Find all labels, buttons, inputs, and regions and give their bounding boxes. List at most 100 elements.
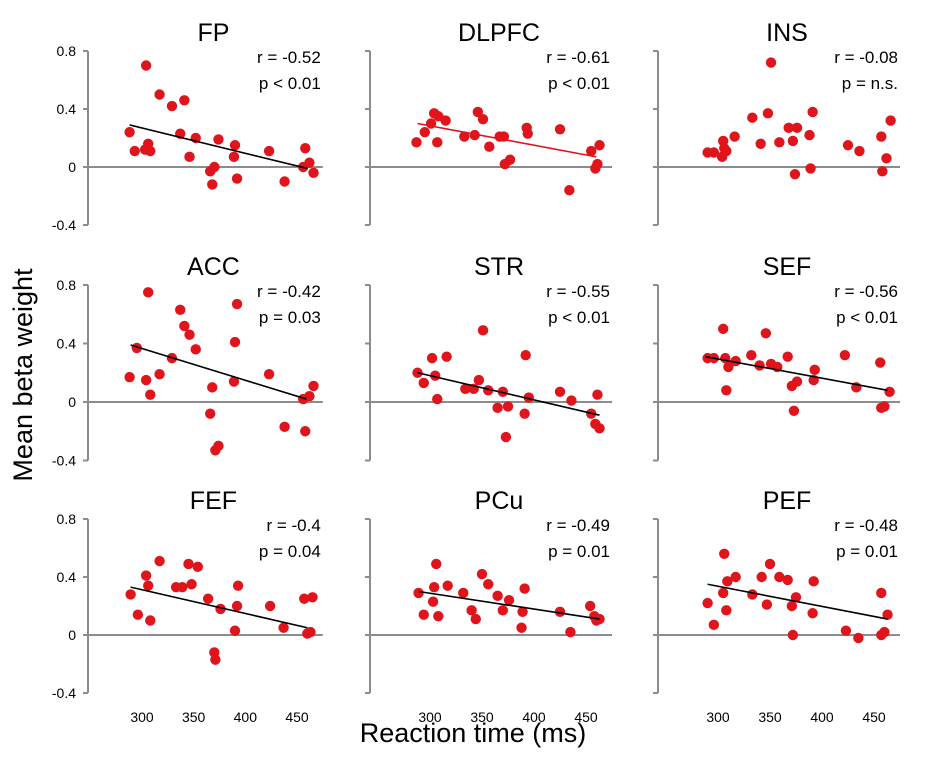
data-point [807, 608, 818, 619]
data-point [791, 122, 803, 134]
data-point [209, 161, 220, 173]
data-point [484, 141, 495, 152]
data-point [879, 401, 890, 412]
data-point [469, 129, 480, 141]
data-point [476, 568, 488, 580]
data-point [504, 154, 516, 165]
data-point [215, 603, 226, 615]
data-point [472, 106, 484, 118]
data-point [166, 100, 178, 112]
regression-line [707, 583, 888, 620]
y-tick-label: -0.4 [52, 217, 76, 233]
x-tick-label: 400 [234, 709, 258, 725]
regression-line [705, 355, 888, 392]
data-point [232, 580, 244, 591]
y-tick-label: 0.8 [57, 43, 77, 59]
r-value-label: r = -0.08 [834, 48, 898, 67]
p-value-label: p = 0.04 [259, 542, 321, 561]
x-tick-label: 300 [418, 709, 442, 725]
panel-title: INS [766, 19, 808, 47]
data-point [881, 153, 892, 164]
data-point [145, 389, 156, 400]
data-point [721, 605, 732, 616]
data-point [786, 600, 798, 612]
data-point [263, 369, 275, 380]
data-point [213, 440, 224, 452]
data-point [520, 350, 531, 361]
data-point [143, 287, 154, 298]
data-point [566, 395, 577, 406]
y-tick-label: 0.4 [57, 101, 77, 117]
data-point [132, 609, 144, 620]
data-point [842, 140, 854, 151]
x-tick-label: 350 [758, 709, 782, 725]
p-value-label: p < 0.01 [548, 308, 610, 327]
p-value-label: p = 0.01 [836, 542, 898, 561]
data-point [412, 367, 423, 378]
data-point [523, 392, 534, 403]
x-tick-label: 300 [706, 709, 730, 725]
y-axis-label: Mean beta weight [8, 268, 38, 482]
data-point [592, 158, 603, 170]
data-point [594, 140, 605, 151]
panel-pef: 300 350 400 450 PEF r = -0.48 p = 0.01 [653, 487, 900, 725]
data-point [879, 626, 890, 638]
data-point [231, 298, 243, 310]
data-point [756, 571, 767, 583]
data-point [441, 351, 452, 362]
data-point [761, 599, 773, 610]
data-point [419, 127, 430, 138]
data-point [765, 57, 777, 68]
data-point [307, 592, 318, 603]
data-point [702, 597, 713, 609]
data-point [304, 390, 315, 402]
data-point [483, 579, 494, 590]
data-point [554, 386, 566, 397]
panel-fp: -0.4 0 0.4 0.8 FP r = -0.52 p < 0.01 [52, 19, 323, 233]
data-point [228, 151, 240, 163]
panel-pcu: 300 350 400 450 PCu r = -0.49 p = 0.01 [365, 487, 612, 725]
data-point [730, 571, 741, 583]
data-point [264, 600, 276, 612]
regression-line [417, 122, 597, 158]
data-point [140, 570, 152, 581]
data-point [774, 137, 785, 148]
data-point [279, 176, 290, 187]
p-value-label: p < 0.01 [548, 74, 610, 93]
p-value-label: p < 0.01 [259, 74, 321, 93]
r-value-label: r = -0.61 [546, 48, 610, 67]
r-value-label: r = -0.52 [257, 48, 321, 67]
data-point [497, 386, 508, 397]
data-point [782, 351, 793, 362]
y-tick-label: 0.8 [57, 511, 77, 527]
p-value-label: p = 0.03 [259, 308, 321, 327]
data-point [789, 169, 801, 180]
panel-sef: SEF r = -0.56 p < 0.01 [653, 253, 900, 462]
data-point [229, 140, 241, 151]
panel-title: PCu [475, 487, 524, 515]
data-point [299, 593, 310, 604]
data-point [808, 576, 819, 587]
panel-fef: -0.4 0 0.4 0.8 300 350 400 450 FEF r = -0.4 p = 0.… [52, 487, 323, 725]
data-point [554, 606, 566, 617]
x-tick-label: 400 [522, 709, 546, 725]
data-point [143, 580, 154, 591]
data-point [186, 579, 197, 590]
panel-acc: -0.4 0 0.4 0.8 ACC r = -0.42 p = 0.03 [52, 253, 323, 469]
data-point [503, 595, 515, 606]
p-value-label: p = n.s. [842, 74, 898, 93]
data-point [433, 610, 444, 622]
data-point [431, 558, 442, 570]
data-point [755, 138, 766, 149]
data-point [263, 145, 275, 157]
x-tick-label: 350 [470, 709, 494, 725]
r-value-label: r = -0.55 [546, 282, 610, 301]
data-point [721, 385, 732, 396]
data-point [502, 401, 514, 412]
data-point [876, 131, 887, 142]
data-point [788, 405, 800, 416]
panels-group: -0.4 0 0.4 0.8 FP r = -0.52 p < 0.01 DLPFC r = -… [52, 19, 900, 725]
data-point [854, 145, 865, 157]
data-point [184, 329, 195, 340]
regression-line [130, 586, 308, 629]
